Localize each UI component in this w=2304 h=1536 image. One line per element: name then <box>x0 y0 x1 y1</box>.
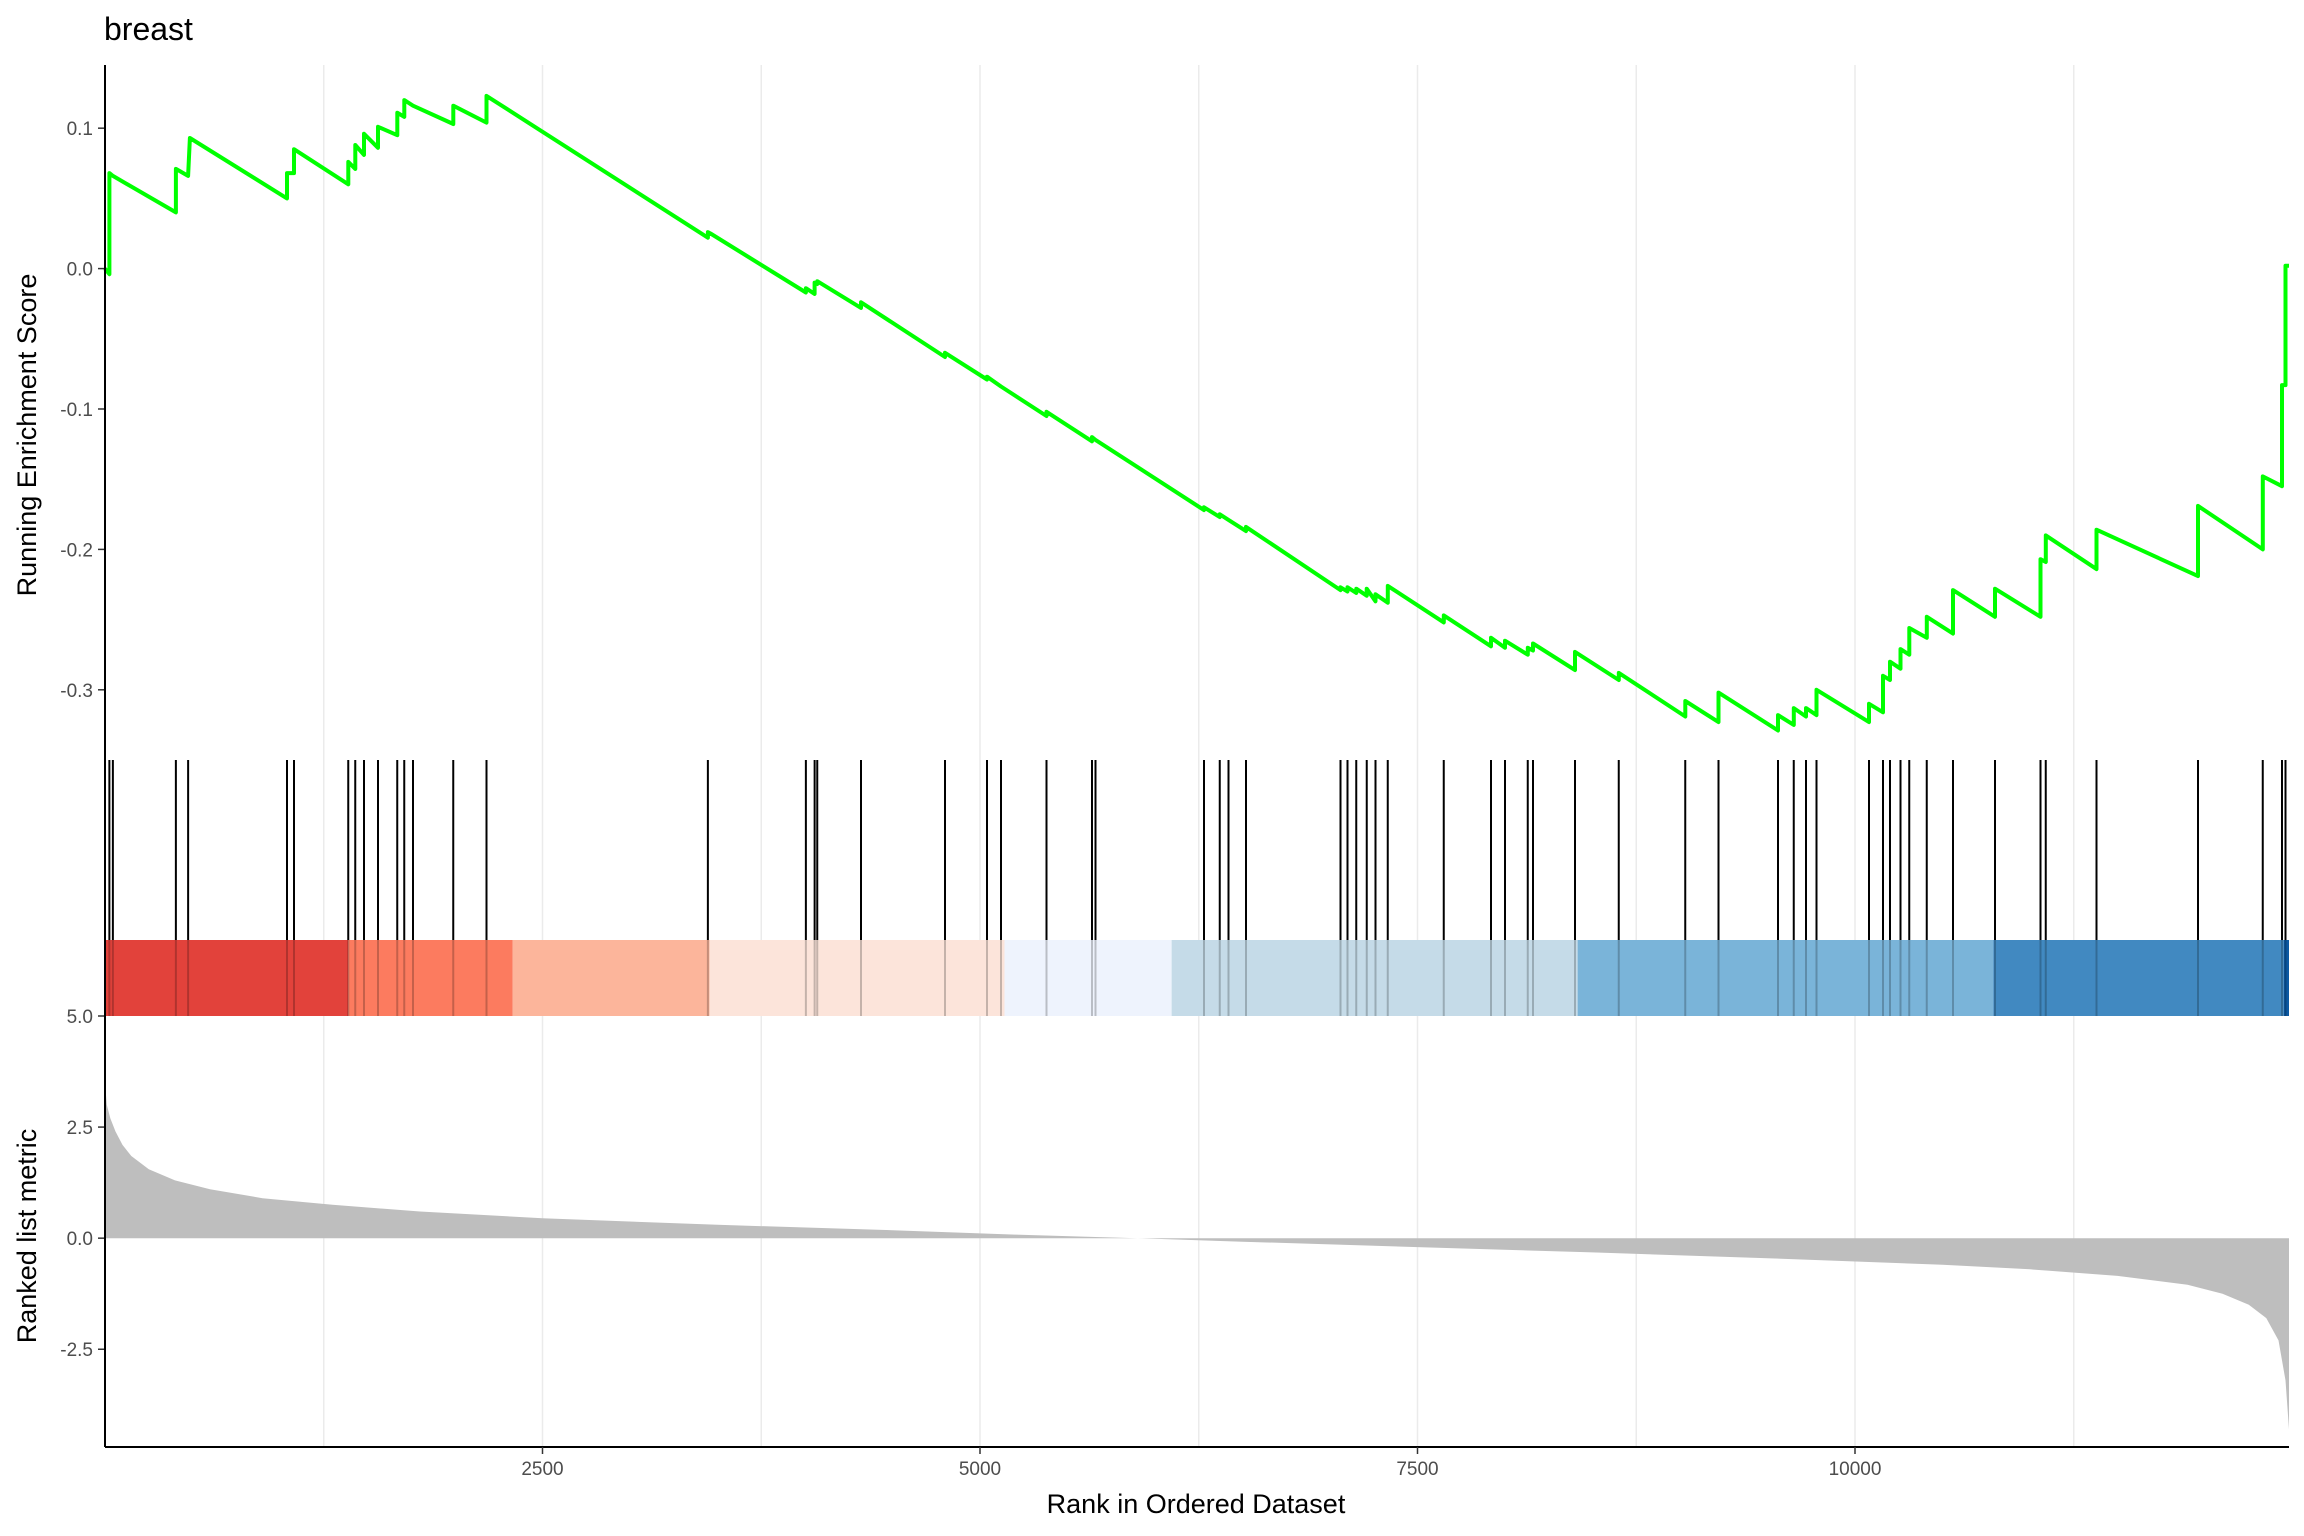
ranked-metric-ytick-label: -2.5 <box>60 1340 93 1361</box>
ranked-metric-area <box>105 1082 2289 1430</box>
color-bar-segment-0 <box>105 940 349 1016</box>
y-axis-title-running-score: Running Enrichment Score <box>12 274 42 597</box>
running-score-line <box>103 93 2289 733</box>
running-score-ytick-label: 0.1 <box>67 119 93 140</box>
ranked-metric-ytick-label: 5.0 <box>67 1007 93 1028</box>
color-bar-segment-2 <box>512 940 710 1016</box>
running-score-ytick-label: 0.0 <box>67 260 93 281</box>
color-bar-panel <box>105 940 2289 1016</box>
x-axis-tick-label: 2500 <box>521 1459 563 1480</box>
running-score-ytick-label: -0.3 <box>60 681 93 702</box>
hit-ticks-panel <box>108 760 2287 940</box>
x-axis-tick-label: 10000 <box>1829 1459 1882 1480</box>
x-axis-tick-label: 7500 <box>1396 1459 1438 1480</box>
color-bar-segment-6 <box>1577 940 1994 1016</box>
color-bar-segment-5 <box>1171 940 1578 1016</box>
running-score-ytick-label: -0.2 <box>60 540 93 561</box>
color-bar-segment-4 <box>1004 940 1172 1016</box>
running-score-panel: 0.1 0.0 -0.1 -0.2 -0.3 <box>60 65 2289 760</box>
y-axis-title-ranked-metric: Ranked list metric <box>12 1129 42 1344</box>
x-axis-tick-label: 5000 <box>959 1459 1001 1480</box>
plot-title: breast <box>104 11 193 47</box>
color-bar-segment-8 <box>2283 940 2289 1016</box>
color-bar-segment-3 <box>709 940 1005 1016</box>
color-bar-segment-7 <box>1993 940 2284 1016</box>
color-bar-segment-1 <box>348 940 513 1016</box>
running-score-ytick-label: -0.1 <box>60 400 93 421</box>
x-axis-title: Rank in Ordered Dataset <box>1047 1489 1346 1519</box>
ranked-metric-ytick-label: 0.0 <box>67 1229 93 1250</box>
ranked-metric-panel: 5.0 2.5 0.0 -2.5 <box>60 1007 2289 1447</box>
ranked-metric-ytick-label: 2.5 <box>67 1118 93 1139</box>
x-axis: 2500 5000 7500 10000 <box>104 65 2289 1480</box>
